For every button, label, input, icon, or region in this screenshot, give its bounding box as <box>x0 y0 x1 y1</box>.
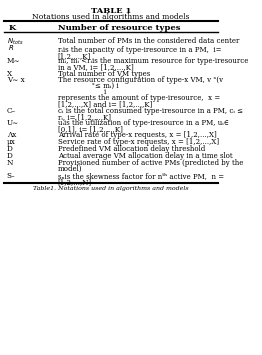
Text: Total number of VM types: Total number of VM types <box>58 70 150 78</box>
Text: [1,2,...,N]: [1,2,...,N] <box>58 178 92 186</box>
Text: K: K <box>8 24 16 32</box>
Text: M∼: M∼ <box>7 57 20 65</box>
Text: Total number of PMs in the considered data center: Total number of PMs in the considered da… <box>58 37 239 45</box>
Text: [1,2,...,X] and i= [1,2,...,K]: [1,2,...,X] and i= [1,2,...,K] <box>58 100 152 108</box>
Text: Service rate of type-x requests, x = [1,2,...,X]: Service rate of type-x requests, x = [1,… <box>58 138 219 146</box>
Text: X: X <box>7 70 12 78</box>
Text: $R$: $R$ <box>8 43 15 51</box>
Text: model): model) <box>58 165 82 173</box>
Text: rᵢ, i= [1,2,...,K]: rᵢ, i= [1,2,...,K] <box>58 113 111 121</box>
Text: μx: μx <box>7 138 16 146</box>
Text: Arrival rate of type-x requests, x = [1,2,...,X]: Arrival rate of type-x requests, x = [1,… <box>58 131 216 139</box>
Text: Number of resource types: Number of resource types <box>58 24 180 32</box>
Text: rᵢis the capacity of type-iresource in a PM,  i=: rᵢis the capacity of type-iresource in a… <box>58 46 221 54</box>
Text: Predefined VM allocation delay threshold: Predefined VM allocation delay threshold <box>58 145 205 153</box>
Text: uᵢis the utilization of type-iresource in a PM, uᵢ∈: uᵢis the utilization of type-iresource i… <box>58 119 228 127</box>
Text: Actual average VM allocation delay in a time slot: Actual average VM allocation delay in a … <box>58 152 232 160</box>
Text: Table1. Notations used in algorithms and models: Table1. Notations used in algorithms and… <box>33 186 189 191</box>
Text: cᵢ is the total consumed type-iresource in a PM, cᵢ ≤: cᵢ is the total consumed type-iresource … <box>58 107 243 115</box>
Text: $N_{tots}$: $N_{tots}$ <box>7 37 23 47</box>
Text: mᵢ, mᵢ <rᵢis the maximum resource for type-iresource: mᵢ, mᵢ <rᵢis the maximum resource for ty… <box>58 57 248 65</box>
Text: S–: S– <box>7 172 15 180</box>
Text: [1,2,...,K]: [1,2,...,K] <box>58 52 91 60</box>
Text: Provisioned number of active PMs (predicted by the: Provisioned number of active PMs (predic… <box>58 159 243 167</box>
Text: in a VM, i= [1,2,...,K]: in a VM, i= [1,2,...,K] <box>58 63 133 71</box>
Text: V∼ x: V∼ x <box>7 76 25 84</box>
Text: [0,1], i= [1,2,...,K]: [0,1], i= [1,2,...,K] <box>58 125 123 133</box>
Text: C–: C– <box>7 107 16 115</box>
Text: D: D <box>7 145 13 153</box>
Text: D: D <box>7 152 13 160</box>
Text: Λx: Λx <box>7 131 16 139</box>
Text: i: i <box>104 88 106 96</box>
Text: ˣ≤ mᵢ) i: ˣ≤ mᵢ) i <box>91 82 118 90</box>
Text: represents the amount of type-iresource,  x =: represents the amount of type-iresource,… <box>58 94 220 102</box>
Text: N: N <box>7 159 13 167</box>
Text: Notations used in algorithms and models: Notations used in algorithms and models <box>32 13 190 21</box>
Text: TABLE 1: TABLE 1 <box>91 7 131 15</box>
Text: sₙis the skewness factor for nᵗʰ active PM,  n =: sₙis the skewness factor for nᵗʰ active … <box>58 172 224 180</box>
Text: The resource configuration of type-x VM, v ˣ(v: The resource configuration of type-x VM,… <box>58 76 223 84</box>
Text: U∼: U∼ <box>7 119 19 127</box>
